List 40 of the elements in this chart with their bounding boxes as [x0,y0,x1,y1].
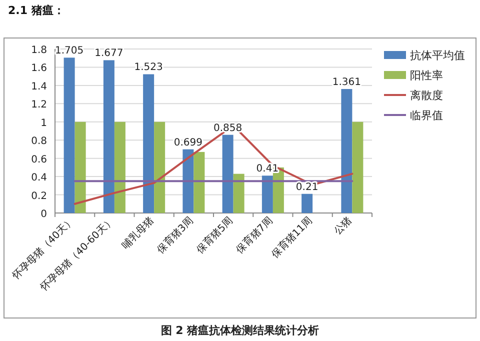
bar [64,58,75,213]
bar [103,60,114,213]
bar [74,122,86,213]
legend-label: 抗体平均值 [410,49,465,62]
chart-title: 2.1 猪瘟： [8,4,64,17]
data-label: 1.677 [94,48,124,60]
y-tick-label: 1.2 [31,100,47,111]
y-tick-label: 1.8 [31,45,47,56]
bar [143,74,154,213]
y-tick-label: 1.4 [31,81,47,92]
y-tick-label: 0.6 [31,154,47,166]
bar [262,176,273,213]
data-label: 0.21 [296,182,318,193]
legend-label: 离散度 [410,89,443,102]
y-tick-label: 0.8 [31,136,47,148]
data-label: 1.523 [134,62,163,74]
y-tick-label: 0 [40,209,47,220]
bar [352,122,364,213]
data-label: 1.705 [54,46,84,57]
y-tick-label: 0.4 [31,172,47,184]
bar [233,174,244,213]
caption: 图 2 猪瘟抗体检测结果统计分析 [160,324,320,337]
x-tick-label: 公猪 [332,214,354,238]
y-tick-label: 1 [40,118,47,129]
bar [194,152,205,213]
x-tick-label: 哺乳母猪 [119,214,156,252]
y-tick-label: 0.2 [31,190,47,202]
bar [154,122,166,213]
bar [114,122,126,213]
y-tick-label: 1.6 [31,63,47,74]
data-label: 1.361 [332,77,362,88]
data-label: 0.699 [174,137,203,148]
bar [302,194,313,213]
bar [182,149,194,213]
bar [341,89,352,213]
x-tick-label: 保育猪5周 [194,214,236,256]
x-tick-label: 保育猪3周 [154,214,196,256]
bar [222,134,234,213]
legend-label: 阳性率 [410,69,443,82]
legend-label: 临界值 [410,109,443,122]
